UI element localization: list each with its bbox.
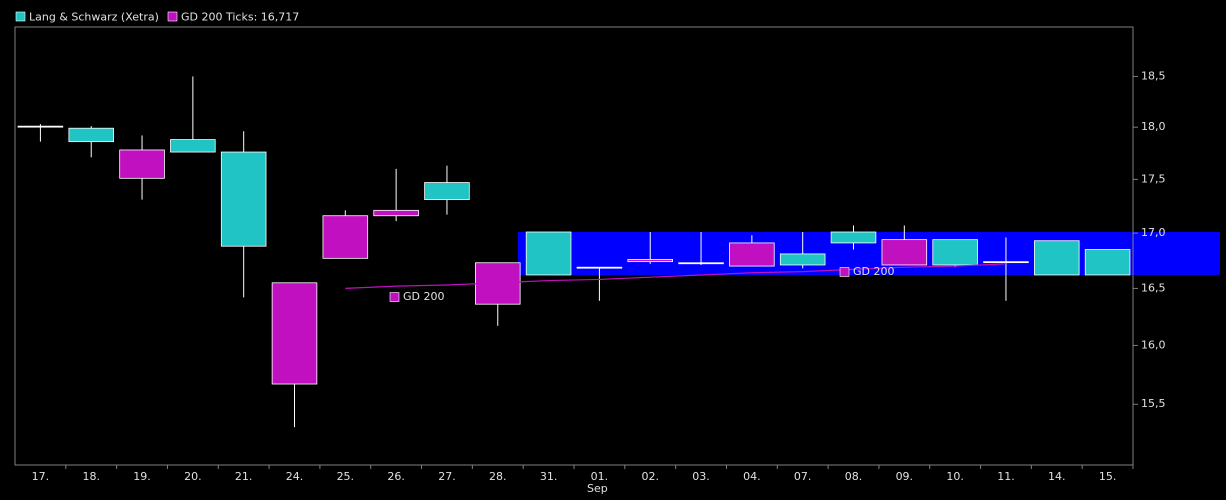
candle-body: [322, 215, 369, 259]
candle-body: [17, 125, 64, 128]
candle-body: [779, 253, 826, 266]
x-tick-label: 15.: [1099, 470, 1117, 483]
x-tick-label: 07.: [794, 470, 812, 483]
candle-body: [373, 209, 419, 217]
x-tick-label: 26.: [387, 470, 405, 483]
legend-swatch: [15, 11, 26, 22]
x-tick-label: 08.: [845, 470, 863, 483]
candle-body: [119, 149, 165, 179]
x-tick-label: 14.: [1048, 470, 1066, 483]
x-tick-label: 25.: [337, 470, 355, 483]
candle-body: [830, 231, 877, 244]
x-tick-label: 01.: [591, 470, 609, 483]
candle-body: [68, 127, 114, 143]
x-tick-label: 28.: [489, 470, 507, 483]
x-tick-label: 03.: [692, 470, 710, 483]
x-tick-label: 21.: [235, 470, 253, 483]
annotation-swatch: [839, 267, 850, 277]
candle-body: [424, 182, 470, 201]
candle-body: [1034, 240, 1080, 276]
y-tick-label: 18,0: [1141, 120, 1166, 133]
candle-body: [170, 139, 216, 153]
y-tick-label: 16,5: [1141, 281, 1166, 294]
x-tick-label: 24.: [286, 470, 304, 483]
legend-label: GD 200 Ticks: 16,717: [181, 11, 299, 24]
y-tick-label: 18,5: [1141, 69, 1166, 82]
x-tick-label: 10.: [946, 470, 964, 483]
legend-label: Lang & Schwarz (Xetra): [29, 11, 159, 24]
candle-body: [881, 239, 928, 266]
x-tick-label: 04.: [743, 470, 761, 483]
candle-body: [271, 282, 318, 385]
x-tick-label: 11.: [997, 470, 1015, 483]
annotation-swatch: [389, 292, 400, 302]
candle-body: [729, 242, 775, 267]
candle-body: [525, 231, 572, 276]
y-tick-label: 15,5: [1141, 397, 1166, 410]
legend-swatch: [167, 11, 178, 22]
x-tick-label: 31.: [540, 470, 558, 483]
x-tick-label: 27.: [438, 470, 456, 483]
y-tick-label: 17,5: [1141, 172, 1166, 185]
candle-body: [932, 239, 978, 266]
gd200-line: [345, 263, 1006, 290]
candle-body: [220, 151, 267, 247]
y-tick-label: 17,0: [1141, 226, 1166, 239]
x-tick-label: 17.: [32, 470, 50, 483]
candle-body: [678, 262, 724, 265]
x-tick-label: 19.: [133, 470, 151, 483]
x-tick-label: 02.: [641, 470, 659, 483]
candle-body: [983, 261, 1029, 264]
annotation: GD 200: [403, 290, 445, 303]
candle-body: [576, 266, 623, 269]
candle-body: [1084, 249, 1131, 276]
annotation: GD 200: [853, 265, 895, 278]
x-tick-label: 18.: [82, 470, 100, 483]
candle-body: [627, 259, 673, 263]
y-tick-label: 16,0: [1141, 338, 1166, 351]
x-tick-label: 20.: [184, 470, 202, 483]
x-tick-label: 09.: [896, 470, 914, 483]
x-sublabel: Sep: [587, 482, 608, 495]
